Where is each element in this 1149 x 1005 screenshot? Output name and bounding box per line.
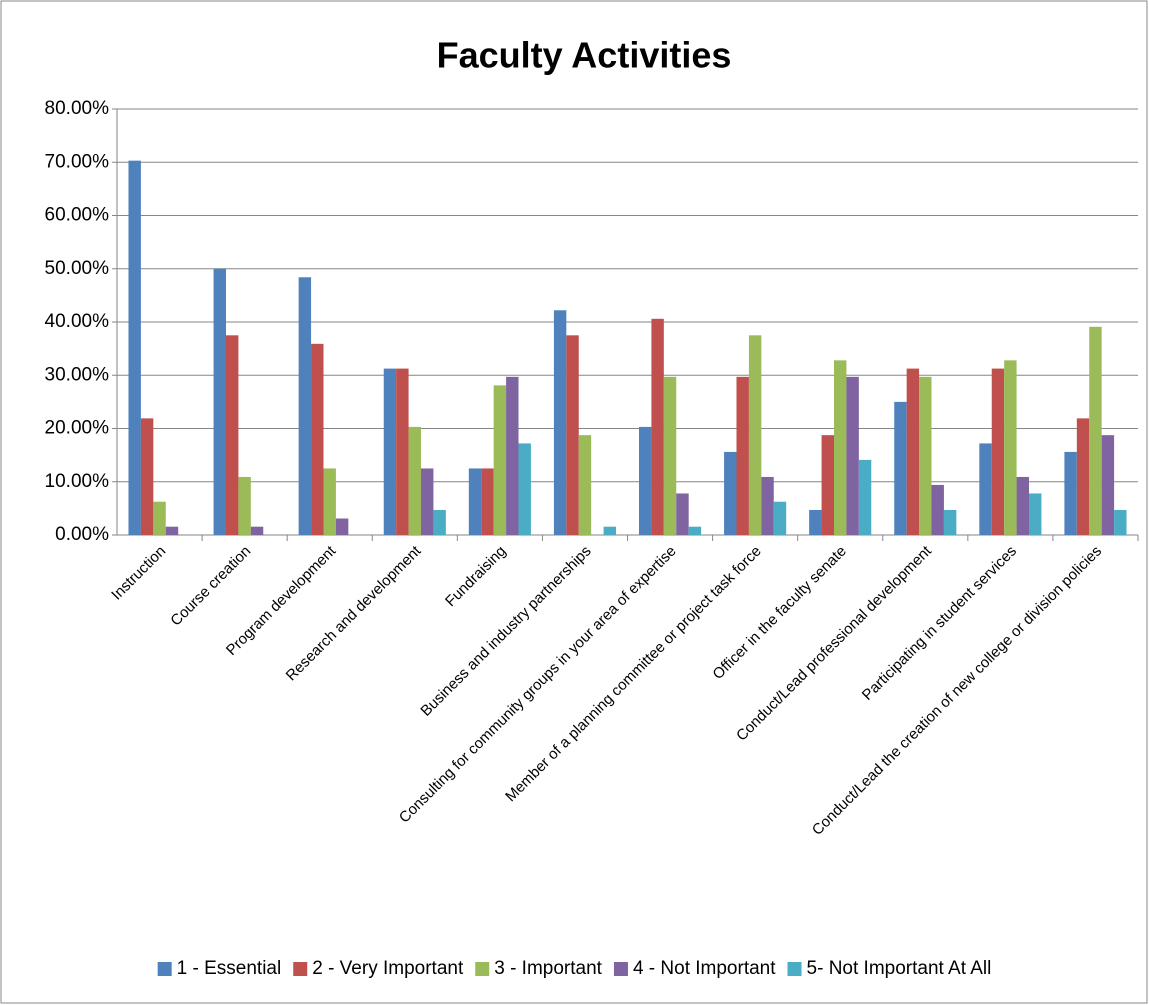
bar	[761, 476, 774, 535]
bar	[493, 385, 507, 535]
bar	[1101, 435, 1115, 535]
bar	[165, 526, 179, 535]
y-tick-label: 30.00%	[45, 364, 110, 385]
bar	[225, 335, 239, 535]
legend-swatch	[293, 962, 308, 976]
bar	[821, 435, 834, 535]
chart-title: Faculty Activities	[437, 35, 732, 76]
bar	[383, 368, 397, 535]
bar	[396, 368, 409, 535]
bar	[1016, 476, 1030, 535]
y-tick-label: 60.00%	[45, 205, 110, 226]
bar	[1004, 360, 1017, 535]
legend-swatch	[157, 962, 172, 976]
bar	[603, 526, 617, 535]
bar	[688, 526, 702, 535]
bar	[311, 343, 324, 535]
legend-swatch	[787, 962, 802, 976]
legend-label: 5- Not Important At All	[807, 958, 992, 979]
bar	[651, 318, 664, 535]
bar	[894, 401, 907, 535]
bar	[931, 484, 944, 535]
bar	[1114, 509, 1127, 535]
y-tick-label: 70.00%	[45, 151, 110, 172]
bar	[748, 335, 762, 535]
bar	[919, 376, 932, 535]
bar	[213, 268, 226, 535]
y-tick-label: 20.00%	[45, 418, 110, 439]
bar	[238, 476, 251, 535]
y-tick-label: 0.00%	[55, 524, 109, 545]
bar	[518, 443, 531, 535]
y-tick-label: 80.00%	[45, 98, 110, 119]
bar	[578, 435, 592, 535]
bar	[481, 468, 494, 535]
legend-label: 1 - Essential	[177, 958, 282, 979]
bar	[773, 501, 787, 535]
bar	[943, 509, 957, 535]
bar	[809, 509, 822, 535]
bar	[724, 451, 737, 535]
bar	[433, 509, 446, 535]
y-tick-label: 40.00%	[45, 311, 110, 332]
bar	[128, 160, 141, 535]
bar	[736, 376, 749, 535]
bar	[421, 468, 434, 535]
legend-label: 4 - Not Important	[633, 958, 776, 979]
bar	[566, 335, 579, 535]
bar	[468, 468, 482, 535]
bar	[979, 443, 992, 535]
bar	[1076, 418, 1090, 535]
legend: 1 - Essential 2 - Very Important 3 - Impor…	[157, 958, 992, 979]
bar	[663, 376, 677, 535]
bar	[250, 526, 264, 535]
bar	[140, 418, 154, 535]
bar	[1089, 326, 1102, 535]
legend-label: 2 - Very Important	[312, 958, 464, 979]
bar	[323, 468, 336, 535]
bar	[553, 310, 567, 535]
bar	[1064, 451, 1077, 535]
y-tick-label: 10.00%	[45, 471, 110, 492]
bar	[638, 426, 652, 535]
bar	[906, 368, 920, 535]
bar	[846, 376, 859, 535]
legend-swatch	[613, 962, 628, 976]
legend-swatch	[475, 962, 490, 976]
bar	[833, 360, 847, 535]
bar	[991, 368, 1005, 535]
bar	[1029, 493, 1042, 535]
bar	[858, 459, 872, 535]
legend-label: 3 - Important	[494, 958, 602, 979]
bar	[335, 518, 349, 535]
bar	[298, 277, 312, 535]
y-tick-label: 50.00%	[45, 258, 110, 279]
bar	[676, 493, 689, 535]
bar	[506, 376, 519, 535]
bar	[153, 501, 166, 535]
bar	[408, 426, 422, 535]
